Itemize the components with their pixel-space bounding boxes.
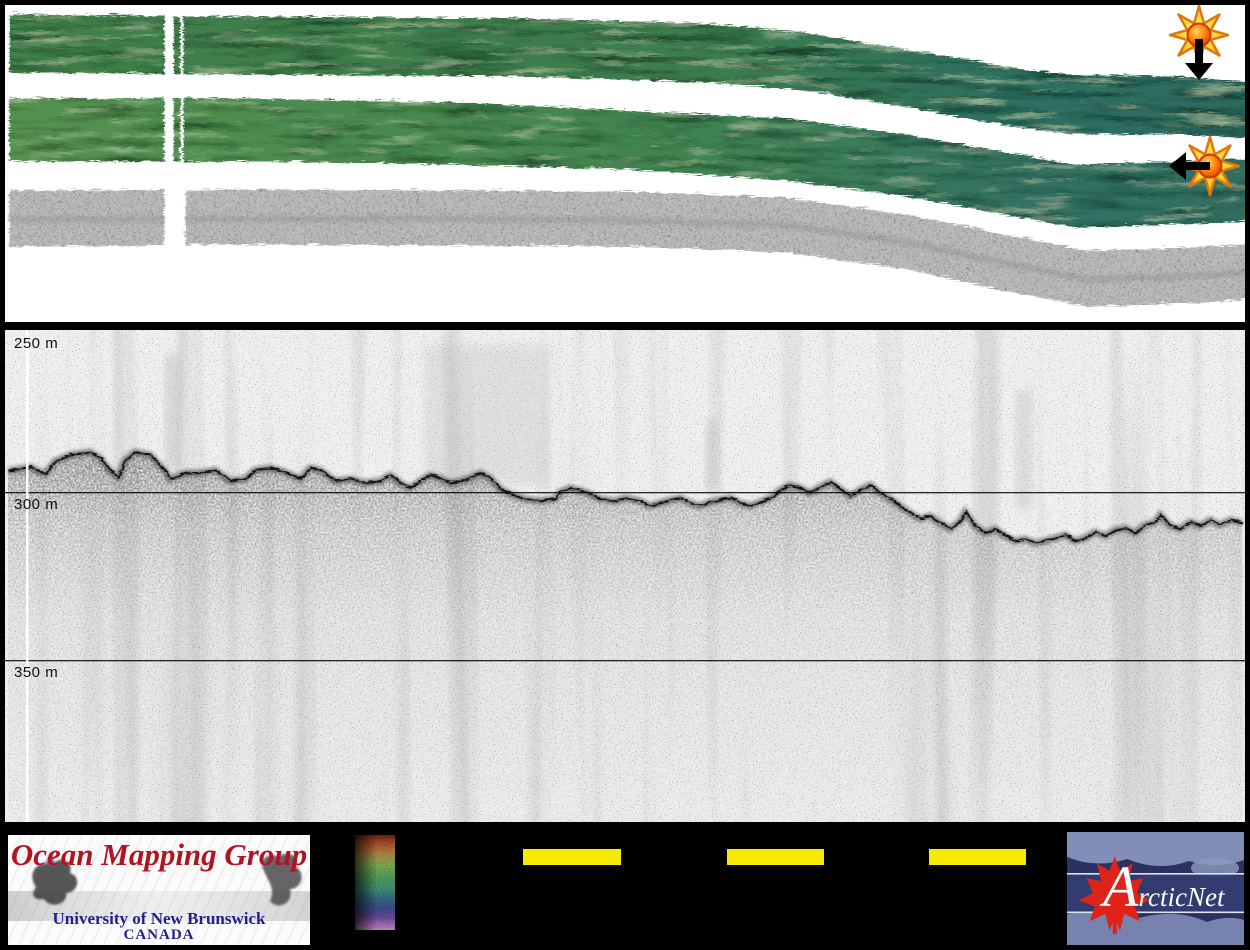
down-arrow-icon (1185, 39, 1213, 80)
colorbar-bottom-label: 350 m (408, 911, 457, 930)
omg-shape-left (32, 859, 78, 905)
omg-logo: Ocean Mapping Group University of New Br… (8, 835, 310, 945)
swath-imagery-art (7, 5, 1245, 311)
omg-logo-art (8, 851, 310, 921)
scale-bar-label: 10 km (737, 880, 812, 910)
left-arrow-icon (1169, 152, 1210, 180)
omg-country: CANADA (123, 927, 195, 943)
depth-label-300: 300 m (14, 496, 59, 513)
subsurface-return (8, 451, 1242, 822)
subbottom-profile-art (5, 330, 1245, 822)
scale-bar-segment (523, 849, 621, 865)
omg-sonar-shapes (32, 851, 302, 906)
arcticnet-logo: ArcticNet (1067, 832, 1244, 945)
scale-bar-segment (727, 849, 824, 865)
arcticnet-band-line-bottom (1067, 911, 1244, 914)
scale-bar-bar (517, 842, 1032, 872)
gridline-300m (5, 492, 1245, 494)
water-smudge (1015, 390, 1033, 510)
omg-shape-right (262, 853, 302, 906)
arcticnet-wordmark: ArcticNet (1103, 854, 1225, 919)
depth-label-250: 250 m (14, 335, 59, 352)
colorbar-top-label: 250 m (408, 833, 457, 852)
sidescan-gap (163, 179, 184, 311)
omg-shape-left-spike (44, 851, 56, 867)
arcticnet-art (1067, 832, 1244, 945)
omg-title: Ocean Mapping Group (10, 837, 308, 872)
swath-gap (163, 5, 172, 177)
arctic-landmass-top (1067, 832, 1244, 867)
seafloor-reflector (7, 449, 1243, 544)
swath-strips (7, 5, 1245, 311)
water-smudge (705, 420, 719, 490)
depth-label-350: 350 m (14, 664, 59, 681)
depth-colorbar (355, 835, 395, 930)
scale-bar: 10 km (517, 842, 1032, 911)
maple-leaf-icon (1079, 856, 1151, 934)
scale-bar-segment (929, 849, 1026, 865)
bathymetry-swath-upper (8, 13, 1245, 137)
water-smudge (165, 355, 181, 470)
subbottom-profile-panel: 250 m 300 m 350 m (5, 330, 1245, 822)
colorbar-grain (355, 835, 395, 930)
bathymetry-swath-lower (8, 97, 1245, 226)
gridline-350m (5, 660, 1245, 662)
swath-imagery-panel (5, 5, 1245, 322)
arcticnet-band-line-top (1067, 873, 1244, 875)
water-smudge (425, 345, 550, 485)
ping-dropout-line (26, 330, 29, 822)
sidescan-nadir-line (7, 214, 1245, 281)
swath-gap-slit (179, 5, 182, 177)
omg-subtitle: University of New Brunswick (52, 909, 266, 928)
